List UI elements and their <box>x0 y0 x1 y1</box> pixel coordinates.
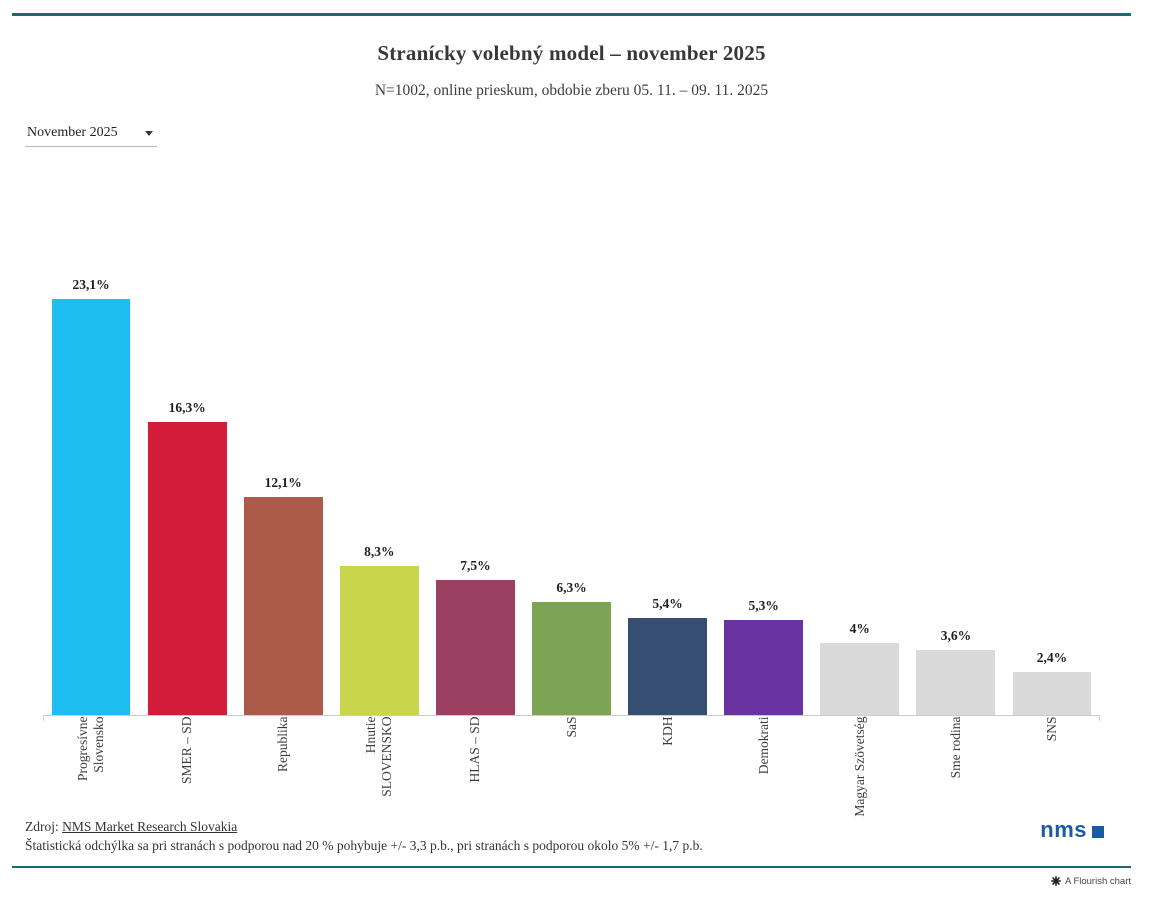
bar-value-label: 6,3% <box>556 579 587 595</box>
chart-card: Stranícky volebný model – november 2025 … <box>12 13 1131 868</box>
bar[interactable] <box>243 497 323 715</box>
bar[interactable] <box>532 601 611 715</box>
x-axis-label: SaS <box>563 716 579 738</box>
x-label-slot: SNS <box>1004 716 1100 819</box>
x-label-slot: KDH <box>620 716 716 819</box>
bar-value-label: 5,4% <box>652 595 683 611</box>
nms-logo: nms <box>1040 819 1104 841</box>
chart-subtitle: N=1002, online prieskum, obdobie zberu 0… <box>374 82 769 99</box>
source-line: Zdroj: NMS Market Research Slovakia <box>25 819 1118 835</box>
nms-logo-text: nms <box>1040 817 1087 842</box>
bar[interactable] <box>916 650 996 715</box>
x-axis-label: SNS <box>1043 716 1059 741</box>
bar[interactable] <box>724 619 804 715</box>
attribution-bar: A Flourish chart <box>0 870 1131 892</box>
bar-value-label: 3,6% <box>940 628 972 644</box>
x-label-slot: Republika <box>235 716 331 819</box>
x-axis-label: Demokrati <box>755 716 771 774</box>
bar-group: 23,1% <box>43 163 139 715</box>
x-axis-label: Republika <box>275 716 291 772</box>
bar-value-label: 23,1% <box>72 277 110 293</box>
bar[interactable] <box>436 580 515 715</box>
source-link[interactable]: NMS Market Research Slovakia <box>62 819 238 834</box>
bar[interactable] <box>820 643 900 715</box>
chart-title: Stranícky volebný model – november 2025 <box>377 41 766 65</box>
plot-area: 23,1% 16,3% 12,1% 8,3% 7,5% 6,3% 5,4% 5,3% 4% 3,6… <box>43 163 1100 715</box>
bar-value-label: 2,4% <box>1036 649 1068 665</box>
bar-value-label: 8,3% <box>364 543 395 559</box>
bar[interactable] <box>628 617 707 715</box>
x-label-slot: Progresívne Slovensko <box>43 716 139 819</box>
bar[interactable] <box>51 299 131 715</box>
bar-group: 7,5% <box>427 163 523 715</box>
bar-value-label: 16,3% <box>168 399 206 415</box>
x-label-slot: Magyar Szövetség <box>812 716 908 819</box>
x-axis-label: HLAS – SD <box>467 716 483 783</box>
bar-group: 3,6% <box>908 163 1004 715</box>
x-label-slot: Demokrati <box>716 716 812 819</box>
flourish-flower-icon <box>1051 876 1061 886</box>
bar-group: 8,3% <box>331 163 427 715</box>
nms-logo-square <box>1092 825 1104 838</box>
bar[interactable] <box>147 421 227 715</box>
x-axis-labels: Progresívne Slovensko SMER – SD Republika H… <box>43 716 1100 819</box>
bar-group: 2,4% <box>1004 163 1100 715</box>
period-dropdown-value: November 2025 <box>27 125 118 140</box>
x-axis-label: Magyar Szövetség <box>851 716 867 817</box>
bar-value-label: 7,5% <box>460 558 491 573</box>
x-label-slot: Sme rodina <box>908 716 1004 819</box>
bar-value-label: 5,3% <box>748 597 779 613</box>
x-label-slot: Hnutie SLOVENSKO <box>331 716 427 819</box>
bar[interactable] <box>339 565 419 715</box>
x-axis-label: SMER – SD <box>179 716 195 784</box>
flourish-attribution-link[interactable]: A Flourish chart <box>1051 876 1131 887</box>
bar-group: 16,3% <box>139 163 235 715</box>
bar-group: 6,3% <box>523 163 619 715</box>
source-prefix: Zdroj: <box>25 819 63 834</box>
x-label-slot: HLAS – SD <box>427 716 523 819</box>
bar-chart: 23,1% 16,3% 12,1% 8,3% 7,5% 6,3% 5,4% 5,3% 4% 3,6… <box>43 163 1100 819</box>
chevron-down-icon <box>145 130 153 136</box>
bar-group: 5,4% <box>620 163 716 715</box>
x-axis-line <box>43 715 1100 721</box>
bar[interactable] <box>1012 671 1092 715</box>
statistical-note: Štatistická odchýlka sa pri stranách s p… <box>25 838 703 853</box>
x-axis-label: KDH <box>659 716 675 746</box>
chart-footer: Zdroj: NMS Market Research Slovakia Štat… <box>25 819 1118 854</box>
bar-group: 5,3% <box>716 163 812 715</box>
x-axis-label: Hnutie SLOVENSKO <box>363 716 395 797</box>
x-label-slot: SMER – SD <box>139 716 235 819</box>
x-axis-label: Sme rodina <box>947 716 963 778</box>
x-label-slot: SaS <box>523 716 619 819</box>
flourish-attribution-label: A Flourish chart <box>1065 875 1131 887</box>
bar-value-label: 4% <box>849 621 870 636</box>
x-axis-label: Progresívne Slovensko <box>74 716 107 781</box>
bar-value-label: 12,1% <box>264 475 302 491</box>
period-dropdown[interactable]: November 2025 <box>25 122 157 147</box>
bar-group: 4% <box>812 163 908 715</box>
bar-group: 12,1% <box>235 163 331 715</box>
